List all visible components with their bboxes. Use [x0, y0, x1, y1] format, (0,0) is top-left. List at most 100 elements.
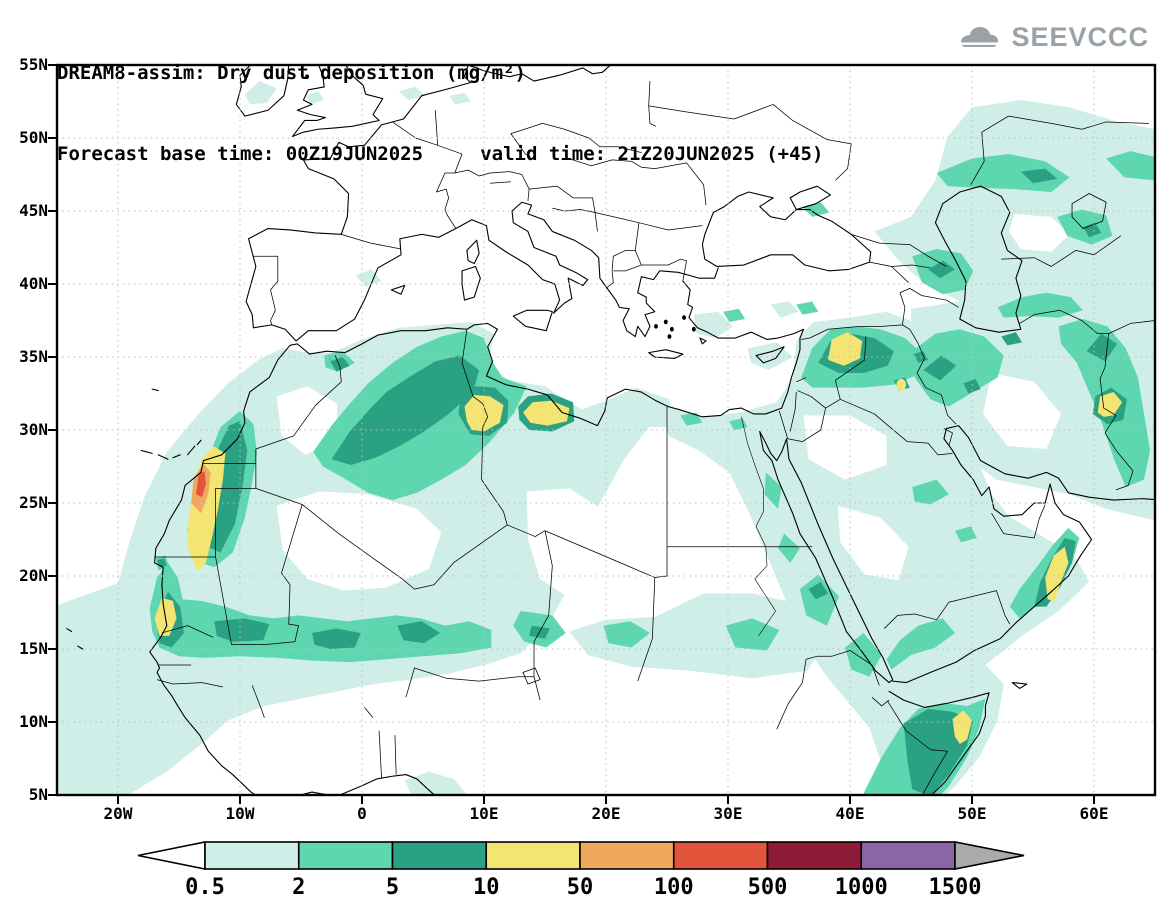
- legend-label: 5: [386, 875, 399, 900]
- dust-area: [778, 533, 800, 563]
- legend-label: 0.5: [185, 875, 225, 900]
- rhodes: [700, 338, 706, 344]
- legend-segment: [485, 841, 581, 870]
- lon-label: 40E: [836, 804, 865, 823]
- legend-label: 1000: [835, 875, 888, 900]
- arabia-gulf-coastline: [893, 426, 1155, 683]
- socotra: [1012, 683, 1027, 689]
- map-canvas: [57, 65, 1155, 795]
- logo-text: SEEVCCC: [1011, 22, 1149, 52]
- dust-area: [912, 329, 1004, 407]
- lon-label: 20W: [104, 804, 133, 823]
- dust-area: [404, 771, 467, 795]
- baltic-coastline: [462, 65, 617, 81]
- legend-segment: [579, 841, 675, 870]
- country-border: [971, 116, 1155, 490]
- lat-label: 10N: [19, 712, 48, 731]
- clear-area: [803, 415, 887, 480]
- dust-area: [680, 412, 703, 426]
- dust-hotspot-syria: [828, 332, 863, 366]
- crete: [649, 350, 683, 359]
- sicily: [513, 310, 552, 330]
- lat-label: 5N: [29, 785, 48, 804]
- dust-area: [1083, 222, 1102, 238]
- lat-label: 55N: [19, 55, 48, 74]
- black-sea: [702, 192, 870, 271]
- lon-label: 20E: [592, 804, 621, 823]
- island-dots: [305, 74, 696, 339]
- dust-area: [729, 418, 748, 430]
- legend-label: 50: [567, 875, 594, 900]
- legend-label: 2: [292, 875, 305, 900]
- dust-area: [1001, 332, 1023, 346]
- seevccc-logo: SEEVCCC: [956, 22, 1149, 53]
- lat-label: 45N: [19, 201, 48, 220]
- red-sea-coastline: [760, 431, 893, 682]
- dust-hotspot-tunisia: [464, 394, 504, 432]
- nile-river: [741, 417, 775, 636]
- dust-area: [569, 593, 826, 679]
- title-block: DREAM8-assim: Dry dust deposition (mg/m²…: [57, 6, 823, 222]
- grid-layer: [57, 65, 1155, 795]
- legend-arrow-under: [137, 841, 206, 870]
- dust-hotspot-oman: [1045, 546, 1069, 601]
- sea-of-azov: [790, 186, 830, 209]
- lat-label: 40N: [19, 274, 48, 293]
- lon-label: 10E: [470, 804, 499, 823]
- dust-area: [954, 526, 977, 543]
- aral-sea: [1072, 193, 1106, 228]
- country-border: [253, 66, 851, 324]
- cloud-icon: [958, 26, 1001, 49]
- figure-subtitle: Forecast base time: 00Z19JUN2025 valid t…: [57, 143, 824, 165]
- country-border: [779, 234, 1045, 628]
- dust-hotspot-iraq: [896, 378, 907, 391]
- lon-label: 0: [357, 804, 367, 823]
- dust-area: [963, 378, 981, 394]
- coastline: [290, 281, 804, 426]
- figure-title: DREAM8-assim: Dry dust deposition (mg/m²…: [57, 62, 526, 84]
- ireland: [236, 65, 288, 116]
- legend-segment: [860, 841, 956, 870]
- lat-label: 35N: [19, 347, 48, 366]
- legend-segment: [672, 841, 769, 870]
- dust-area: [725, 618, 780, 651]
- dust-area: [305, 91, 325, 105]
- dust-area: [723, 308, 746, 322]
- axis-labels: 55N 50N 45N 40N 35N 30N 25N 20N 15N 10N …: [19, 55, 1108, 823]
- dust-hotspot-somalia: [952, 710, 972, 744]
- dust-area: [331, 355, 480, 466]
- country-border: [155, 329, 813, 681]
- clear-area: [526, 488, 613, 597]
- legend-segment: [391, 841, 488, 870]
- island-dot: [305, 74, 310, 80]
- lon-label: 50E: [958, 804, 987, 823]
- legend-label: 100: [654, 875, 694, 900]
- dust-area: [1020, 168, 1058, 184]
- legend-segment: [766, 841, 863, 870]
- island-dot: [654, 324, 658, 329]
- country-border: [777, 650, 948, 793]
- corsica: [467, 240, 479, 263]
- dust-area: [398, 86, 426, 101]
- lon-label: 30E: [714, 804, 743, 823]
- legend-label: 500: [748, 875, 788, 900]
- border-layer: [155, 66, 1155, 793]
- great-britain: [292, 65, 382, 137]
- dust-area: [886, 618, 955, 670]
- dust-hotspot-east-iran: [1097, 392, 1123, 417]
- dust-area: [923, 355, 957, 381]
- legend-segment: [297, 841, 394, 870]
- dust-area: [1086, 333, 1118, 362]
- clear-area: [837, 505, 909, 581]
- coastline: [150, 345, 471, 795]
- canary-islands: [67, 389, 201, 649]
- clear-area: [276, 386, 338, 455]
- lat-label: 50N: [19, 128, 48, 147]
- clear-area: [1008, 213, 1070, 252]
- dust-area: [311, 628, 361, 649]
- dust-area: [397, 621, 441, 644]
- dust-area: [244, 81, 277, 105]
- island-dot: [663, 319, 668, 325]
- caspian-sea: [935, 186, 1022, 332]
